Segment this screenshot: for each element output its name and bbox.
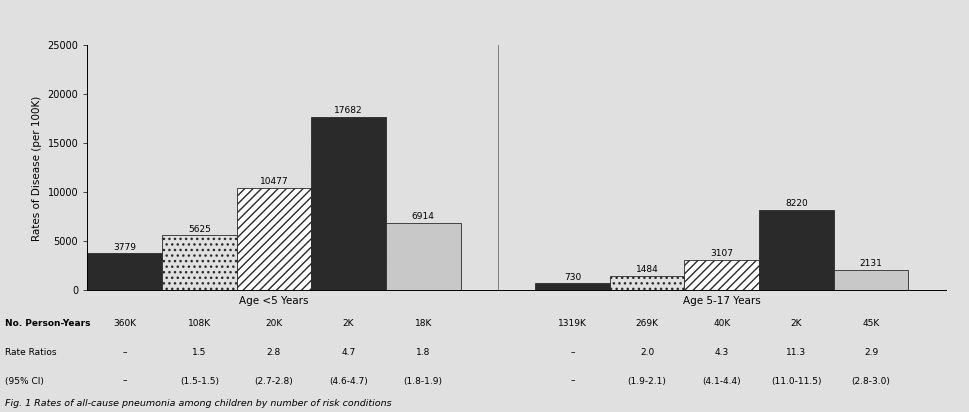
Text: 17682: 17682 [334,106,362,115]
Bar [87,253,162,290]
Text: 11.3: 11.3 [786,348,805,357]
Text: –: – [570,377,575,386]
Text: 6914: 6914 [412,212,434,221]
Text: 360K: 360K [113,319,136,328]
Text: (1.9-2.1): (1.9-2.1) [627,377,666,386]
Bar [162,235,236,290]
Text: (4.6-4.7): (4.6-4.7) [328,377,367,386]
Text: Rate Ratios: Rate Ratios [5,348,56,357]
Text: (1.8-1.9): (1.8-1.9) [403,377,442,386]
Text: 10477: 10477 [260,177,288,186]
Text: 1.8: 1.8 [416,348,430,357]
Text: 5625: 5625 [188,225,210,234]
Text: (95% CI): (95% CI) [5,377,44,386]
Text: 2.8: 2.8 [266,348,281,357]
Text: 2.9: 2.9 [863,348,877,357]
Text: 2.0: 2.0 [640,348,654,357]
Text: 1.5: 1.5 [192,348,206,357]
Text: 2131: 2131 [859,259,882,268]
Text: 108K: 108K [188,319,210,328]
Text: 40K: 40K [712,319,730,328]
Bar [311,117,386,290]
Text: 2K: 2K [342,319,354,328]
Text: 1319K: 1319K [557,319,586,328]
Text: (4.1-4.4): (4.1-4.4) [702,377,740,386]
Text: 730: 730 [563,272,580,281]
Text: 4.3: 4.3 [714,348,728,357]
Text: 1484: 1484 [635,265,658,274]
Bar [386,222,460,290]
Text: 20K: 20K [265,319,282,328]
Text: Fig. 1 Rates of all-cause pneumonia among children by number of risk conditions: Fig. 1 Rates of all-cause pneumonia amon… [5,399,391,408]
Text: (2.7-2.8): (2.7-2.8) [254,377,293,386]
Y-axis label: Rates of Disease (per 100K): Rates of Disease (per 100K) [32,95,42,241]
Text: –: – [122,348,127,357]
Text: –: – [122,377,127,386]
Text: (11.0-11.5): (11.0-11.5) [770,377,821,386]
Bar [833,269,908,290]
Bar [236,188,311,290]
Text: 4.7: 4.7 [341,348,356,357]
Bar [759,210,833,290]
Text: 3107: 3107 [709,249,733,258]
Text: –: – [570,348,575,357]
Text: 45K: 45K [861,319,879,328]
Text: 2K: 2K [790,319,801,328]
Bar [535,283,610,290]
Text: No. Person-Years: No. Person-Years [5,319,90,328]
Text: (1.5-1.5): (1.5-1.5) [179,377,219,386]
Text: (2.8-3.0): (2.8-3.0) [851,377,890,386]
Bar [610,276,684,290]
Text: 18K: 18K [414,319,431,328]
Text: 269K: 269K [635,319,658,328]
Text: 3779: 3779 [113,243,136,252]
Text: 8220: 8220 [784,199,807,208]
Bar [684,260,759,290]
